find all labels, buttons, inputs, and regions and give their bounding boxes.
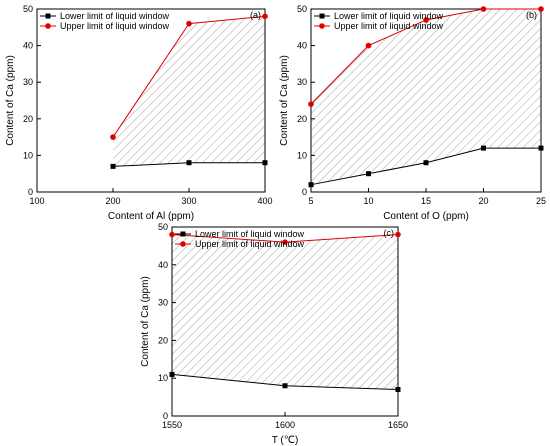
data-point-lower [308, 182, 314, 188]
data-point-lower [366, 171, 371, 177]
y-axis-label: Content of Ca (ppm) [5, 55, 16, 146]
y-tick-label: 30 [23, 77, 33, 87]
x-tick-label: 1600 [275, 420, 295, 430]
data-point-upper [169, 231, 175, 238]
data-point-lower [423, 160, 429, 166]
x-tick-label: 300 [181, 196, 196, 206]
y-axis-label: Content of Ca (ppm) [140, 276, 151, 367]
data-point-upper [110, 134, 116, 140]
chart-panel-a: 100 200 300 400 0 10 20 30 40 50 Content of Al (pp… [5, 4, 273, 222]
data-point-upper [423, 17, 429, 23]
data-point-lower [186, 160, 192, 166]
y-tick-label: 40 [297, 41, 307, 51]
data-point-upper [480, 6, 487, 12]
legend-marker-lower [180, 231, 186, 237]
legend-marker-upper [45, 23, 51, 29]
y-tick-label: 30 [158, 298, 168, 308]
legend-marker-upper [180, 241, 186, 247]
data-point-upper [262, 13, 268, 20]
x-axis-label: Content of O (ppm) [383, 211, 469, 222]
x-axis-label: T (℃) [272, 435, 299, 446]
data-point-lower [538, 145, 544, 151]
legend-label-upper: Upper limit of liquid window [195, 239, 305, 249]
hatched-window-region [172, 234, 398, 390]
data-point-upper [282, 239, 288, 245]
hatched-window-region [113, 16, 265, 167]
data-point-lower [169, 371, 175, 377]
legend-label-lower: Lower limit of liquid window [334, 11, 444, 21]
y-tick-label: 0 [302, 187, 307, 197]
chart-panel-c: 1550 1600 1650 0 10 20 30 40 50 T (℃) Content of C… [140, 222, 408, 446]
x-tick-label: 15 [421, 196, 431, 206]
y-tick-label: 30 [297, 77, 307, 87]
y-tick-label: 10 [23, 150, 33, 160]
x-tick-label: 200 [105, 196, 120, 206]
x-axis-label: Content of Al (ppm) [108, 211, 194, 222]
data-point-lower [282, 383, 288, 389]
x-tick-label: 25 [536, 196, 546, 206]
data-point-upper [308, 101, 314, 107]
x-tick-label: 100 [29, 196, 44, 206]
y-axis-label: Content of Ca (ppm) [279, 55, 290, 146]
y-tick-label: 50 [297, 4, 307, 14]
legend-label-lower: Lower limit of liquid window [60, 11, 170, 21]
panel-label: (c) [384, 228, 395, 238]
y-tick-label: 10 [158, 373, 168, 383]
data-point-lower [262, 160, 268, 166]
x-tick-label: 400 [257, 196, 272, 206]
panel-label: (b) [526, 10, 537, 20]
y-tick-label: 40 [158, 260, 168, 270]
y-tick-label: 20 [23, 114, 33, 124]
y-tick-label: 20 [297, 114, 307, 124]
x-tick-label: 10 [363, 196, 373, 206]
data-point-upper [538, 6, 544, 12]
legend-marker-lower [319, 13, 325, 19]
legend-label-lower: Lower limit of liquid window [195, 229, 305, 239]
y-tick-label: 50 [158, 222, 168, 232]
legend-label-upper: Upper limit of liquid window [60, 21, 170, 31]
data-point-upper [365, 42, 372, 49]
x-tick-label: 1550 [162, 420, 182, 430]
data-point-upper [395, 231, 401, 238]
y-tick-label: 50 [23, 4, 33, 14]
panel-label: (a) [250, 10, 261, 20]
y-tick-label: 10 [297, 150, 307, 160]
data-point-upper [186, 20, 192, 27]
chart-panel-b: 5 10 15 20 25 0 10 20 30 40 50 Content of O (ppm) Co… [279, 4, 546, 222]
y-tick-label: 40 [23, 41, 33, 51]
data-point-lower [481, 145, 486, 151]
plot-frame [36, 8, 266, 193]
y-tick-label: 20 [158, 335, 168, 345]
hatched-window-region [311, 9, 541, 185]
x-tick-label: 1650 [388, 420, 408, 430]
legend-marker-upper [319, 23, 325, 29]
x-tick-label: 20 [478, 196, 488, 206]
legend-label-upper: Upper limit of liquid window [334, 21, 444, 31]
y-tick-label: 0 [163, 411, 168, 421]
data-point-lower [110, 163, 116, 169]
data-point-lower [395, 387, 401, 393]
y-tick-label: 0 [28, 187, 33, 197]
legend-marker-lower [45, 13, 51, 19]
x-tick-label: 5 [308, 196, 313, 206]
